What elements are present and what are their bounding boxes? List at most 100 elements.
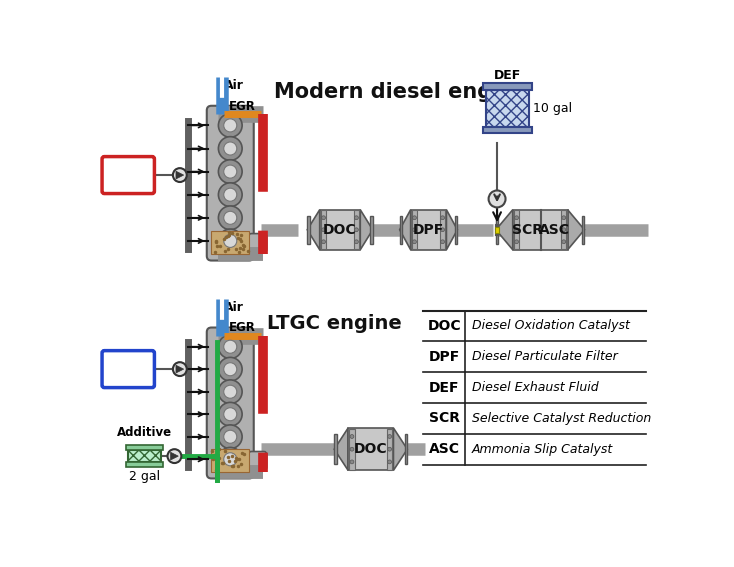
- Text: ASC: ASC: [429, 442, 459, 456]
- Bar: [582, 215, 584, 244]
- Bar: [321, 210, 326, 249]
- Circle shape: [219, 183, 242, 206]
- Polygon shape: [334, 428, 348, 471]
- Circle shape: [388, 434, 391, 438]
- Circle shape: [350, 460, 354, 464]
- Bar: [455, 215, 457, 244]
- Circle shape: [515, 228, 518, 232]
- Circle shape: [350, 447, 354, 451]
- Circle shape: [224, 142, 237, 155]
- Bar: [387, 429, 392, 469]
- Bar: [320, 210, 360, 249]
- Bar: [412, 210, 417, 249]
- Circle shape: [219, 403, 242, 426]
- Text: Selective Catalyst Reduction: Selective Catalyst Reduction: [472, 412, 651, 425]
- Bar: [308, 215, 310, 244]
- Text: EGR: EGR: [229, 321, 256, 335]
- Text: DEF: DEF: [494, 69, 521, 82]
- Circle shape: [219, 113, 242, 137]
- Circle shape: [219, 335, 242, 358]
- Text: DPF: DPF: [413, 223, 444, 237]
- Bar: [128, 450, 161, 462]
- Circle shape: [440, 228, 445, 232]
- Polygon shape: [399, 210, 410, 249]
- Text: DPF: DPF: [429, 350, 460, 364]
- Text: DOC: DOC: [354, 442, 388, 456]
- Circle shape: [224, 211, 237, 225]
- Circle shape: [440, 240, 445, 244]
- Circle shape: [224, 385, 237, 398]
- FancyBboxPatch shape: [102, 350, 154, 388]
- Bar: [211, 449, 249, 472]
- Bar: [514, 210, 519, 249]
- Circle shape: [224, 188, 237, 201]
- Circle shape: [413, 216, 416, 219]
- Circle shape: [321, 228, 325, 232]
- Circle shape: [224, 119, 237, 132]
- Polygon shape: [567, 210, 584, 249]
- Text: DOC: DOC: [323, 223, 357, 237]
- Bar: [349, 429, 355, 469]
- Text: EGR: EGR: [229, 100, 256, 113]
- Bar: [126, 445, 163, 450]
- Text: Air: Air: [224, 301, 244, 314]
- Circle shape: [224, 340, 237, 353]
- Text: SCR: SCR: [429, 412, 459, 425]
- Circle shape: [173, 168, 186, 182]
- Circle shape: [224, 363, 237, 376]
- Circle shape: [355, 228, 358, 232]
- Text: ASC: ASC: [539, 223, 570, 237]
- Bar: [211, 231, 249, 255]
- Circle shape: [413, 228, 416, 232]
- Bar: [410, 210, 446, 249]
- Text: Diesel Exhaust Fluid: Diesel Exhaust Fluid: [472, 381, 598, 394]
- Bar: [126, 462, 163, 467]
- Circle shape: [321, 216, 325, 219]
- Text: Air: Air: [224, 79, 244, 92]
- Text: DOC: DOC: [427, 319, 461, 333]
- Circle shape: [515, 240, 518, 244]
- Text: High-P: High-P: [106, 162, 150, 175]
- Text: 2 gal: 2 gal: [129, 470, 160, 483]
- Text: Additive: Additive: [117, 426, 172, 439]
- Circle shape: [562, 216, 566, 219]
- Bar: [495, 227, 499, 233]
- Bar: [354, 210, 359, 249]
- Circle shape: [219, 357, 242, 381]
- Bar: [405, 434, 407, 464]
- Circle shape: [167, 449, 181, 463]
- Text: SCR: SCR: [512, 223, 542, 237]
- Text: fuel: fuel: [115, 174, 141, 187]
- Circle shape: [219, 229, 242, 253]
- Bar: [483, 83, 531, 90]
- Circle shape: [173, 362, 186, 376]
- Polygon shape: [393, 428, 407, 471]
- Text: Diesel Particulate Filter: Diesel Particulate Filter: [472, 350, 617, 363]
- Bar: [440, 210, 446, 249]
- Text: LTGC engine: LTGC engine: [267, 315, 401, 333]
- Circle shape: [219, 380, 242, 404]
- Circle shape: [224, 234, 237, 247]
- FancyBboxPatch shape: [248, 451, 267, 470]
- Circle shape: [219, 206, 242, 230]
- Bar: [399, 215, 402, 244]
- FancyBboxPatch shape: [102, 156, 154, 193]
- Text: fuel: fuel: [115, 368, 141, 381]
- Polygon shape: [176, 365, 184, 373]
- Circle shape: [224, 165, 237, 178]
- Text: Diesel Oxidation Catalyst: Diesel Oxidation Catalyst: [472, 319, 630, 332]
- Circle shape: [515, 216, 518, 219]
- FancyBboxPatch shape: [248, 234, 267, 252]
- Polygon shape: [496, 210, 513, 249]
- Bar: [496, 215, 498, 244]
- Polygon shape: [170, 452, 178, 460]
- FancyBboxPatch shape: [207, 106, 254, 261]
- Circle shape: [219, 160, 242, 184]
- Bar: [483, 128, 531, 133]
- Circle shape: [413, 240, 416, 244]
- Polygon shape: [360, 210, 373, 249]
- FancyBboxPatch shape: [207, 328, 254, 479]
- Bar: [371, 215, 373, 244]
- Circle shape: [388, 447, 391, 451]
- Polygon shape: [446, 210, 457, 249]
